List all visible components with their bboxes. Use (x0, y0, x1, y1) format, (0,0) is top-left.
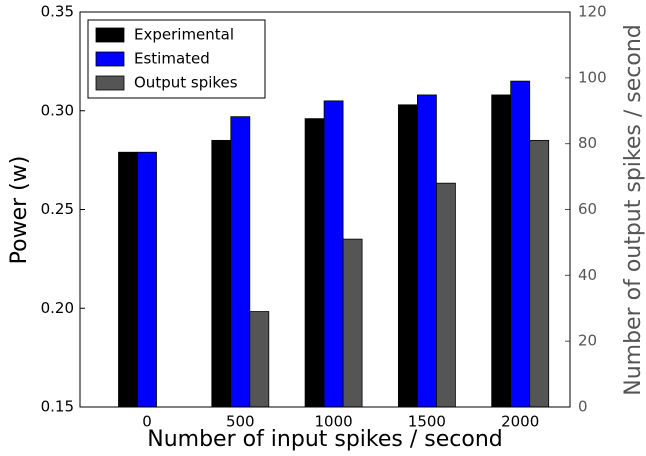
y-tick-label: 0.30 (41, 101, 74, 119)
bar (304, 118, 325, 408)
x-tick-label: 0 (142, 413, 152, 431)
y-tick-label: 0.35 (41, 3, 74, 21)
x-tick-label: 1500 (408, 413, 446, 431)
bar (435, 182, 456, 408)
y2-tick-label: 20 (578, 332, 597, 350)
bar (397, 104, 418, 408)
legend-swatch (95, 75, 125, 91)
bar (137, 151, 157, 408)
legend-label: Estimated (134, 50, 210, 68)
legend-swatch (95, 27, 125, 43)
bar (342, 238, 363, 408)
x-tick-label: 1000 (315, 413, 353, 431)
x-tick-label: 2000 (501, 413, 539, 431)
y2-tick-label: 120 (578, 3, 607, 21)
bar (323, 100, 344, 408)
legend-label: Experimental (134, 26, 234, 44)
y2-tick-label: 80 (578, 134, 597, 152)
y2-tick-label: 100 (578, 68, 607, 86)
y2-tick-label: 60 (578, 200, 597, 218)
y-tick-label: 0.15 (41, 398, 74, 416)
plot-frame (79, 11, 571, 408)
y-tick-label: 0.20 (41, 299, 74, 317)
bar (249, 311, 270, 408)
bar (491, 94, 512, 408)
bar (510, 80, 531, 408)
bar (211, 139, 232, 408)
y2-tick-label: 40 (578, 266, 597, 284)
x-axis-label: Number of input spikes / second (147, 427, 503, 452)
legend-label: Output spikes (134, 74, 238, 92)
x-tick-label: 500 (226, 413, 255, 431)
y2-axis-label: Number of output spikes / second (621, 24, 646, 395)
y-axis-label: Power (w) (7, 156, 32, 265)
bar (529, 139, 550, 408)
bar (118, 151, 138, 408)
y-tick-label: 0.25 (41, 200, 74, 218)
bar (230, 116, 251, 408)
y2-tick-label: 0 (578, 398, 588, 416)
legend-swatch (95, 51, 125, 67)
bar (416, 94, 437, 408)
